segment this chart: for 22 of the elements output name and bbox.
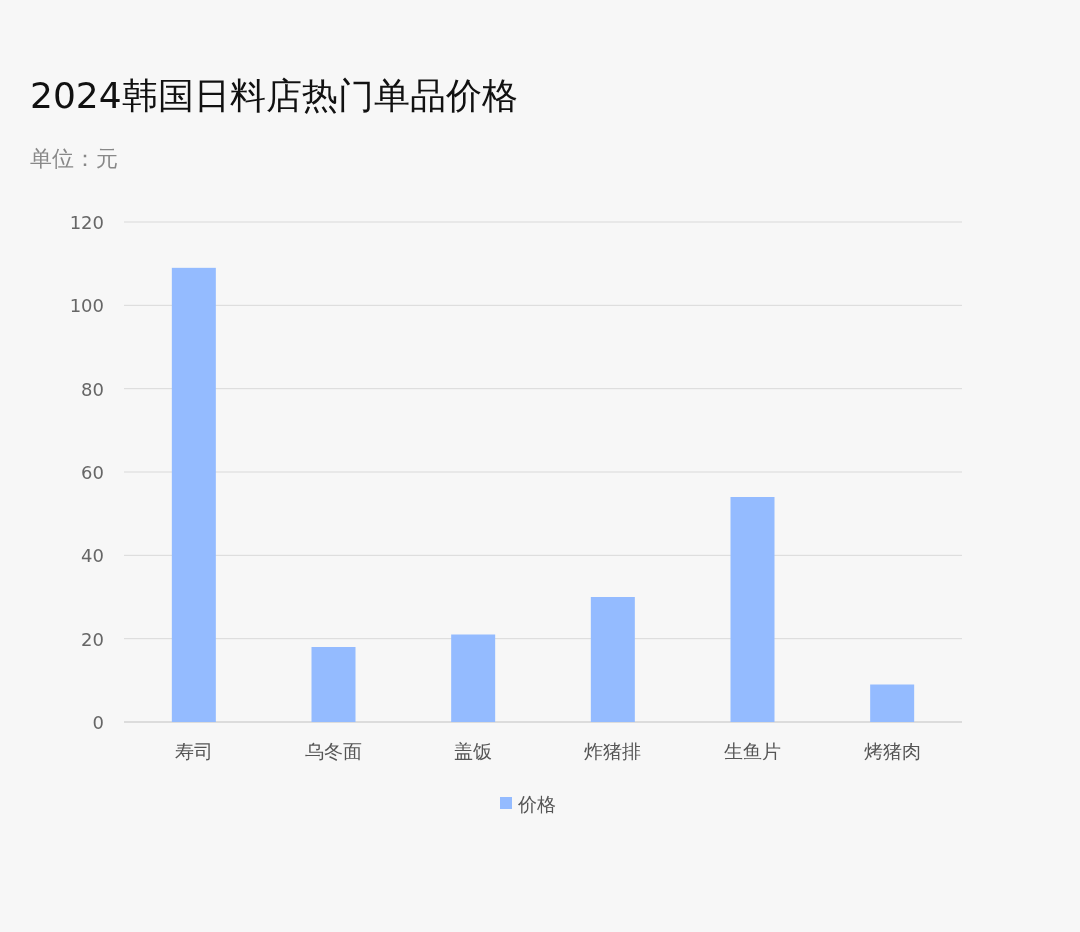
legend-label: 价格 [517,793,556,815]
y-tick-label: 60 [81,462,104,483]
bar [870,684,915,722]
bar [171,267,216,722]
y-tick-label: 0 [92,712,104,733]
chart-subtitle: 单位：元 [30,146,118,171]
x-tick-label: 盖饭 [454,740,493,762]
y-tick-label: 100 [69,295,104,317]
x-tick-label: 乌冬面 [305,740,362,762]
x-tick-label: 炸猪排 [584,740,642,762]
x-tick-label: 烤猪肉 [863,740,921,762]
x-tick-label: 寿司 [174,740,213,762]
y-tick-label: 40 [81,545,104,567]
y-tick-label: 120 [69,212,104,233]
y-tick-label: 80 [81,378,104,400]
bar [311,647,356,722]
y-tick-label: 20 [81,628,104,650]
chart-title: 2024韩国日料店热门单品价格 [30,75,518,116]
x-tick-label: 生鱼片 [724,740,781,762]
bar [590,597,635,722]
bar [730,497,775,722]
bar [451,634,496,722]
